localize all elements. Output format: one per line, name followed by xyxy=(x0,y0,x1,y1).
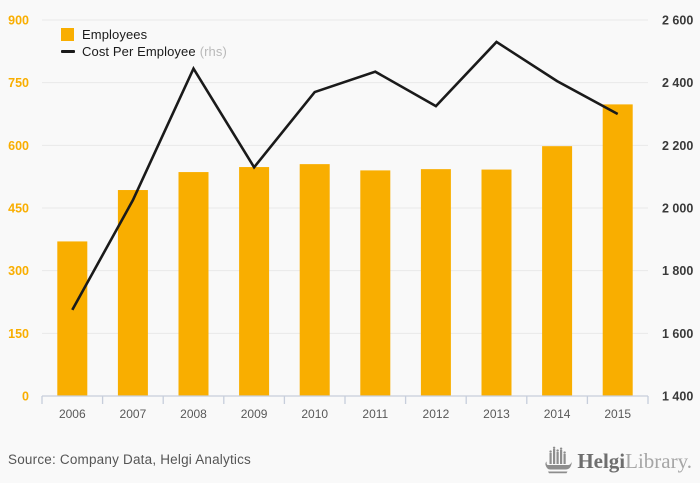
employees-bar-2014 xyxy=(542,146,573,396)
logo-library: Library. xyxy=(625,449,692,473)
y-axis-right-label: 1 600 xyxy=(662,327,693,341)
y-axis-left-label: 300 xyxy=(8,264,29,278)
cost-per-employee-line xyxy=(71,40,619,311)
y-axis-left-label: 0 xyxy=(22,390,29,404)
employees-bar-2009 xyxy=(239,167,270,396)
y-axis-left-label: 900 xyxy=(8,14,29,28)
legend-item-employees: Employees xyxy=(61,26,227,43)
employees-bar-2006 xyxy=(57,241,88,396)
y-axis-left-label: 450 xyxy=(8,202,29,216)
y-axis-left-label: 750 xyxy=(8,76,29,90)
y-axis-left-label: 600 xyxy=(8,139,29,153)
logo-helgi: Helgi xyxy=(577,449,626,473)
legend-item-cost-per-employee: Cost Per Employee (rhs) xyxy=(61,43,227,60)
employees-bar-2015 xyxy=(602,104,633,396)
x-axis-label-2008: 2008 xyxy=(180,407,207,421)
employees-bar-2007 xyxy=(117,190,148,396)
x-axis-label-2015: 2015 xyxy=(604,407,631,421)
chart-legend: Employees Cost Per Employee (rhs) xyxy=(61,26,227,60)
x-axis-label-2011: 2011 xyxy=(362,407,388,421)
logo-wordmark: HelgiLibrary. xyxy=(577,445,692,477)
x-axis-label-2010: 2010 xyxy=(301,407,328,421)
combo-chart: 0 150 300 450 600 750 900 1 400 1 600 1 800 2 000 2… xyxy=(8,14,693,422)
employees-bar-2011 xyxy=(360,170,391,396)
employees-bar-2010 xyxy=(299,164,330,396)
x-axis-label-2007: 2007 xyxy=(120,407,147,421)
cost-line-swatch-icon xyxy=(61,50,75,53)
chart-footer: Source: Company Data, Helgi Analytics xyxy=(0,440,700,483)
legend-label-cost: Cost Per Employee xyxy=(82,44,196,59)
y-axis-right-label: 1 800 xyxy=(662,264,693,278)
y-axis-right-label: 1 400 xyxy=(662,390,693,404)
y-axis-left-label: 150 xyxy=(8,327,29,341)
x-axis-label-2006: 2006 xyxy=(59,407,86,421)
legend-rhs-suffix: (rhs) xyxy=(199,44,227,59)
x-axis-label-2013: 2013 xyxy=(483,407,510,421)
y-axis-right-label: 2 400 xyxy=(662,76,693,90)
helgi-library-logo: HelgiLibrary. xyxy=(544,445,692,477)
employees-swatch-icon xyxy=(61,28,74,41)
legend-label-employees: Employees xyxy=(82,27,148,42)
y-axis-right-label: 2 600 xyxy=(662,14,693,28)
source-caption: Source: Company Data, Helgi Analytics xyxy=(8,452,252,467)
employees-bar-2013 xyxy=(481,169,512,396)
x-axis-label-2009: 2009 xyxy=(241,407,268,421)
employees-bar-2008 xyxy=(178,172,209,396)
x-axis-label-2012: 2012 xyxy=(423,407,450,421)
y-axis-right-label: 2 200 xyxy=(662,139,693,153)
y-axis-right-label: 2 000 xyxy=(662,202,693,216)
x-axis-label-2014: 2014 xyxy=(544,407,571,421)
viking-ship-icon xyxy=(545,446,572,474)
employees-bar-2012 xyxy=(420,169,451,396)
